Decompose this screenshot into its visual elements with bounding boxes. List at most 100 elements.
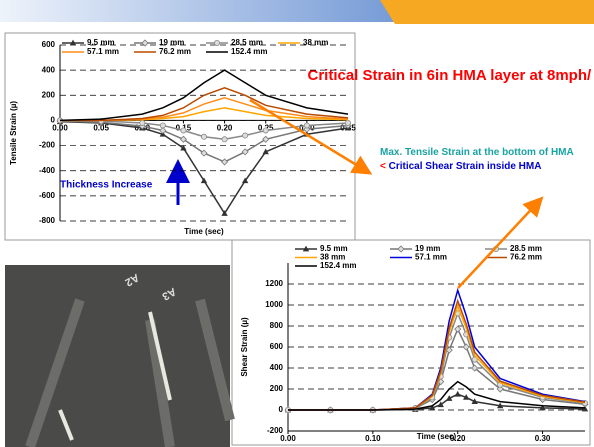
charts: -800 -600 -400 -200 0 200 400 600 0.00 0.05 0.10 0.…	[9, 38, 589, 443]
y-tick-label: -400	[39, 166, 56, 175]
y-tick-label: -600	[39, 191, 56, 200]
legend-label: 19 mm	[159, 38, 184, 47]
point	[241, 148, 249, 156]
point	[462, 343, 470, 351]
legend-label: 152.4 mm	[320, 261, 356, 270]
legend-label: 38 mm	[303, 38, 328, 47]
point	[139, 119, 146, 126]
y-tick-label: 0	[51, 116, 56, 125]
chart: -200 0 200 400 600 800 1000 1200 0.00 0.10 0.20 0.3…	[240, 244, 589, 443]
x-tick-label: 0.30	[535, 434, 551, 443]
legend-label: 152.4 mm	[231, 47, 267, 56]
point	[471, 356, 478, 363]
point	[221, 210, 228, 216]
y-axis-label: Tensile Strain (µ)	[9, 101, 18, 165]
photo-marking	[58, 311, 172, 441]
chart: -800-600-400-20002004006000.000.050.100.…	[9, 38, 356, 236]
point	[221, 136, 228, 143]
point	[539, 404, 546, 411]
point	[303, 122, 310, 129]
point	[302, 245, 310, 252]
chart-frame	[231, 239, 591, 446]
point	[397, 245, 405, 253]
series	[59, 69, 349, 122]
series	[288, 380, 586, 411]
y-tick-label: 600	[42, 40, 56, 49]
x-tick-label: 0.00	[52, 124, 68, 133]
legend-label: 38 mm	[320, 253, 345, 262]
y-tick-label: -200	[39, 141, 56, 150]
x-tick-label: 0.05	[93, 124, 109, 133]
legend-label: 19 mm	[415, 244, 440, 253]
y-tick-label: 400	[270, 363, 284, 372]
x-axis-label: Time (sec)	[184, 227, 224, 236]
point	[429, 404, 436, 411]
x-tick-label: 0.20	[217, 124, 233, 133]
note-op: <	[380, 161, 386, 172]
point	[262, 127, 269, 134]
point	[159, 122, 166, 129]
point	[200, 149, 208, 157]
note: < Critical Shear Strain inside HMA	[380, 161, 541, 172]
point	[446, 395, 453, 401]
point	[262, 135, 270, 143]
legend-label: 9.5 mm	[87, 38, 115, 47]
y-tick-label: -200	[267, 426, 284, 435]
header-tab	[380, 0, 594, 24]
chart-frame	[4, 32, 356, 241]
legend-label: 57.1 mm	[87, 47, 119, 56]
point	[69, 39, 77, 46]
point	[471, 398, 478, 404]
point	[344, 119, 351, 126]
y-tick-label: 200	[42, 90, 56, 99]
y-tick-label: -800	[39, 216, 56, 225]
point	[581, 405, 589, 412]
legend-label: 28.5 mm	[510, 244, 542, 253]
annotation: Thickness Increase	[60, 180, 153, 191]
y-tick-label: 800	[270, 321, 284, 330]
line	[288, 380, 586, 411]
point	[180, 144, 187, 151]
point	[496, 385, 504, 393]
point	[463, 394, 470, 400]
legend-label: 9.5 mm	[320, 244, 348, 253]
point	[221, 158, 229, 166]
point	[471, 364, 479, 372]
note-part: Critical Shear Strain inside HMA	[389, 161, 542, 172]
legend-label: 57.1 mm	[415, 253, 447, 262]
x-tick-label: 0.10	[365, 434, 381, 443]
point	[262, 148, 269, 155]
legend-label: 76.2 mm	[510, 253, 542, 262]
note: Max. Tensile Strain at the bottom of HMA	[380, 147, 574, 158]
callout-arrow	[457, 196, 544, 289]
headline-text: Critical Strain in 6in HMA layer at 8mph…	[307, 67, 594, 84]
point	[180, 127, 187, 134]
y-tick-label: 400	[42, 65, 56, 74]
point	[496, 402, 504, 409]
y-tick-label: 200	[270, 384, 284, 393]
line	[60, 86, 349, 122]
headline: Critical Strain in 6in HMA layer at 8mph…	[307, 67, 594, 84]
point	[141, 39, 149, 47]
point	[179, 135, 187, 143]
point	[200, 133, 207, 140]
series	[57, 117, 351, 143]
legend-label: 76.2 mm	[159, 47, 191, 56]
point	[159, 126, 167, 135]
point	[454, 390, 461, 397]
y-tick-label: 600	[270, 342, 284, 351]
x-tick-label: 0.00	[280, 434, 296, 443]
point	[437, 401, 444, 408]
x-axis-label: Time (sec)	[417, 432, 457, 441]
point	[242, 132, 249, 139]
y-tick-label: 0	[279, 405, 284, 414]
legend-label: 28.5 mm	[231, 38, 263, 47]
point	[200, 177, 208, 184]
photo-texture	[25, 298, 235, 447]
line	[59, 69, 349, 122]
note-part: Max. Tensile Strain at the bottom of HMA	[380, 147, 574, 158]
point	[213, 40, 220, 47]
point	[454, 325, 462, 333]
y-tick-label: 1200	[265, 279, 283, 288]
